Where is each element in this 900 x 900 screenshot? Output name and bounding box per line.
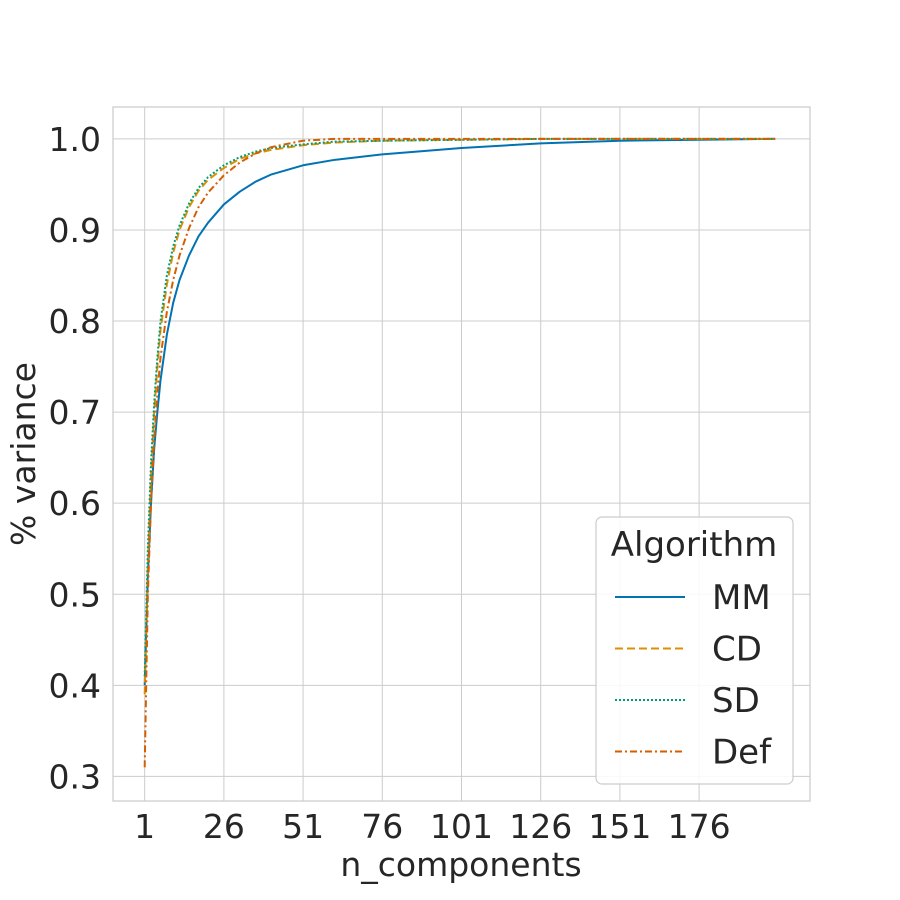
plot-frame: [112, 106, 811, 802]
legend-label-def: Def: [712, 733, 772, 773]
series-line-def: [143, 137, 776, 768]
y-tick-label: 1.0: [49, 120, 101, 159]
legend-title: Algorithm: [611, 525, 778, 565]
x-axis-title: n_components: [340, 845, 581, 884]
y-tick-label: 0.7: [49, 393, 101, 432]
y-axis-title: % variance: [4, 362, 43, 546]
x-tick-label: 151: [588, 807, 651, 846]
y-tick-label: 0.8: [49, 302, 101, 341]
y-tick-label: 0.9: [49, 211, 101, 250]
y-tick-label: 0.3: [49, 757, 101, 796]
legend-items: MM CD SD Def: [615, 578, 772, 773]
legend-label-mm: MM: [712, 578, 771, 618]
y-tick-label: 0.4: [49, 666, 101, 705]
x-tick-labels: 1 26 51 76 101 126 151 176: [134, 807, 730, 846]
legend-label-sd: SD: [712, 681, 760, 721]
y-tick-label: 0.5: [49, 575, 101, 614]
x-tick-label: 51: [282, 807, 324, 846]
legend-box: [595, 516, 794, 785]
series-line-mm: [143, 137, 776, 686]
x-tick-label: 76: [361, 807, 403, 846]
y-tick-labels: 0.3 0.4 0.5 0.6 0.7 0.8 0.9 1.0: [49, 120, 101, 797]
y-tick-label: 0.6: [49, 484, 101, 523]
x-tick-label: 176: [668, 807, 731, 846]
x-tick-label: 126: [509, 807, 572, 846]
legend-label-cd: CD: [712, 630, 762, 670]
x-tick-label: 101: [430, 807, 493, 846]
x-tick-label: 1: [134, 807, 155, 846]
x-tick-label: 26: [203, 807, 245, 846]
legend: Algorithm MM CD SD Def: [595, 516, 794, 785]
series-layer: [143, 137, 776, 768]
